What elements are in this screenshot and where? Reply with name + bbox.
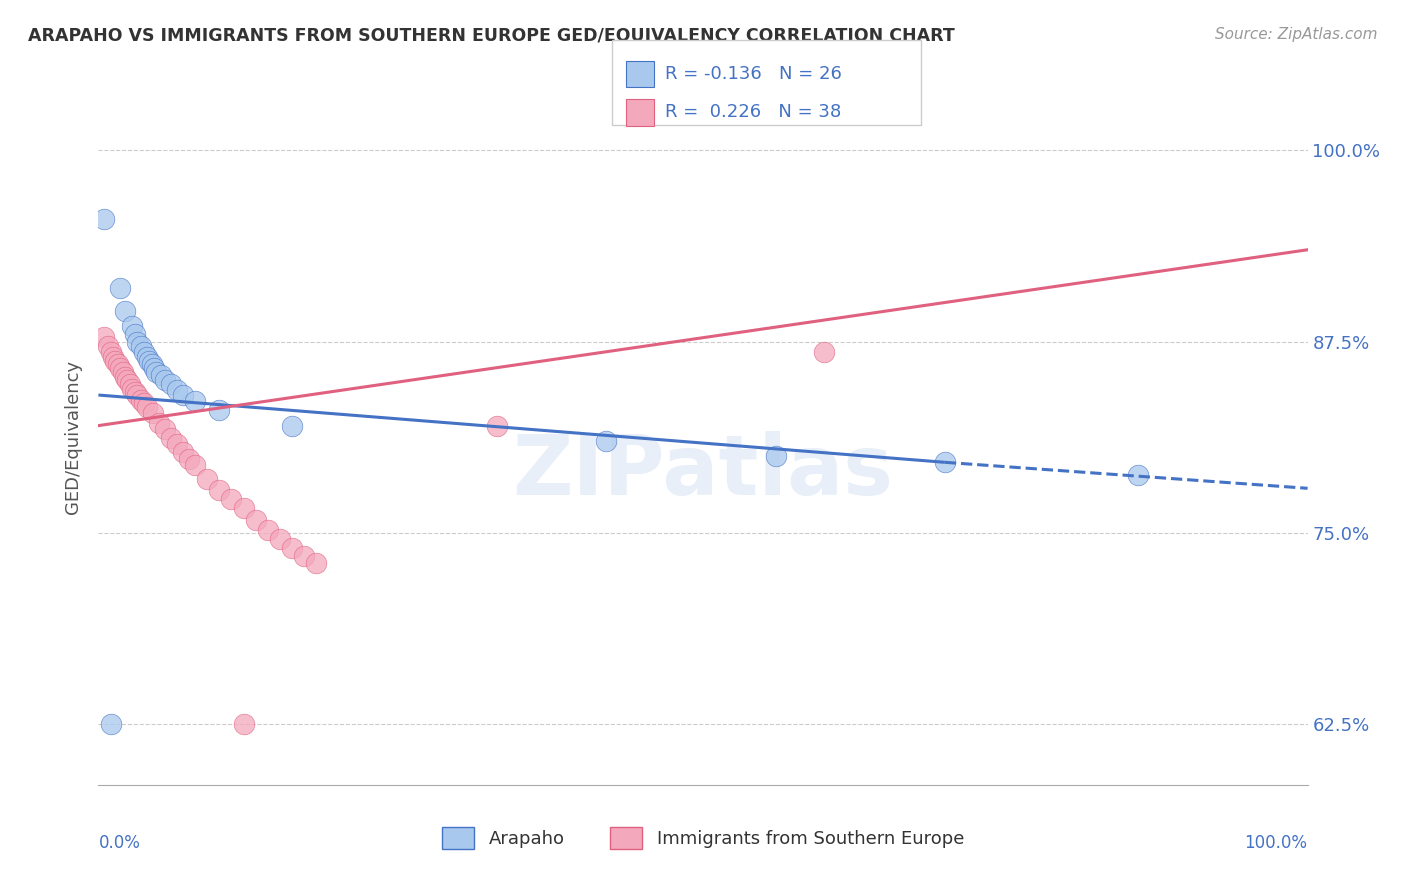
Point [145, 365, 167, 379]
Point [121, 382, 143, 396]
Point [172, 444, 194, 458]
Point [813, 345, 835, 359]
Point [150, 368, 173, 383]
Point [166, 437, 188, 451]
Point [1128, 467, 1150, 482]
Point [127, 388, 149, 402]
Point [160, 377, 183, 392]
Legend: Arapaho, Immigrants from Southern Europe: Arapaho, Immigrants from Southern Europe [434, 820, 972, 856]
Point [153, 373, 176, 387]
Point [221, 491, 243, 506]
Y-axis label: GED/Equivalency: GED/Equivalency [65, 360, 83, 514]
Point [184, 394, 207, 409]
Point [232, 501, 254, 516]
Point [124, 326, 146, 341]
Point [111, 365, 134, 379]
Point [256, 523, 278, 537]
Point [97, 339, 120, 353]
Point [114, 369, 136, 384]
Point [232, 716, 254, 731]
Point [245, 513, 267, 527]
Text: 0.0%: 0.0% [98, 834, 141, 852]
Point [108, 360, 131, 375]
Point [135, 401, 157, 415]
Point [595, 434, 617, 448]
Text: ARAPAHO VS IMMIGRANTS FROM SOUTHERN EUROPE GED/EQUIVALENCY CORRELATION CHART: ARAPAHO VS IMMIGRANTS FROM SOUTHERN EURO… [28, 27, 955, 45]
Point [108, 281, 131, 295]
Point [934, 455, 956, 469]
Point [101, 350, 124, 364]
Point [166, 384, 188, 398]
Point [195, 472, 218, 486]
Point [160, 431, 183, 445]
Point [124, 384, 146, 399]
Point [100, 716, 122, 731]
Point [127, 334, 149, 349]
Text: Source: ZipAtlas.com: Source: ZipAtlas.com [1215, 27, 1378, 42]
Point [765, 449, 787, 463]
Point [208, 483, 231, 497]
Point [141, 358, 163, 372]
Point [135, 350, 157, 364]
Point [184, 458, 207, 473]
Point [100, 345, 122, 359]
Point [292, 549, 315, 563]
Point [134, 345, 156, 359]
Point [129, 339, 152, 353]
Point [129, 392, 152, 407]
Text: 100.0%: 100.0% [1244, 834, 1308, 852]
Point [269, 532, 291, 546]
Point [138, 354, 160, 368]
Point [148, 416, 170, 430]
Point [107, 358, 129, 372]
Point [134, 395, 156, 409]
Point [143, 360, 166, 375]
Text: R =  0.226   N = 38: R = 0.226 N = 38 [665, 103, 841, 121]
Point [118, 377, 141, 392]
Point [117, 373, 139, 387]
Text: R = -0.136   N = 26: R = -0.136 N = 26 [665, 65, 842, 83]
Point [208, 403, 231, 417]
Point [172, 388, 194, 402]
Point [281, 418, 304, 433]
Point [179, 452, 201, 467]
Point [142, 406, 165, 420]
Point [121, 319, 143, 334]
Point [114, 304, 136, 318]
Point [104, 354, 127, 368]
Point [486, 418, 509, 433]
Point [93, 330, 115, 344]
Point [305, 556, 328, 570]
Point [153, 422, 176, 436]
Text: ZIPatlas: ZIPatlas [513, 432, 893, 512]
Point [93, 212, 115, 227]
Point [281, 541, 304, 555]
